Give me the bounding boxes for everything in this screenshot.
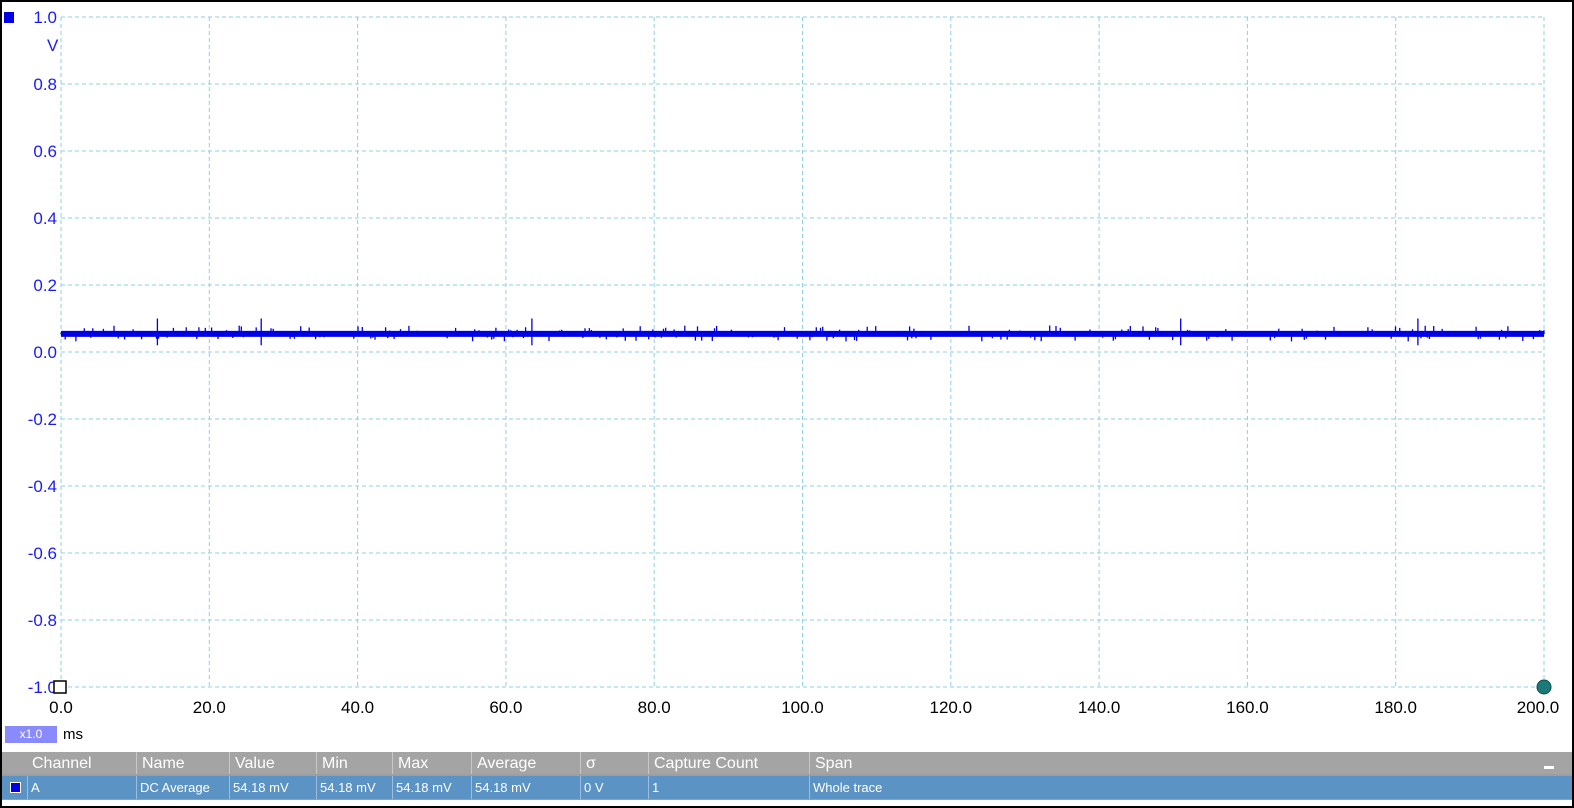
x-tick-label: 140.0: [1078, 698, 1121, 717]
channel-a-trace: [60, 318, 1545, 346]
cell-sigma: 0 V: [580, 776, 648, 799]
col-min[interactable]: Min: [316, 752, 394, 774]
x-tick-label: 20.0: [193, 698, 226, 717]
x-tick-label: 160.0: [1226, 698, 1269, 717]
measurements-table: Channel Name Value Min Max Average σ Cap…: [2, 752, 1572, 800]
minimize-icon[interactable]: [1544, 766, 1554, 769]
y-tick-label: 1.0: [33, 8, 57, 27]
trigger-origin-marker[interactable]: [53, 680, 67, 694]
x-tick-label: 180.0: [1374, 698, 1417, 717]
time-ruler-handle[interactable]: [1536, 679, 1552, 695]
x-tick-label: 0.0: [49, 698, 73, 717]
col-max[interactable]: Max: [392, 752, 472, 774]
channel-color-swatch: [10, 782, 21, 793]
x-tick-label: 40.0: [341, 698, 374, 717]
cell-name: DC Average: [136, 776, 228, 799]
y-tick-label: -0.8: [28, 611, 57, 630]
y-axis-unit: V: [47, 36, 59, 55]
x-tick-label: 100.0: [781, 698, 824, 717]
x-tick-label: 120.0: [930, 698, 973, 717]
col-capture-count[interactable]: Capture Count: [648, 752, 810, 774]
cell-min: 54.18 mV: [316, 776, 392, 799]
trace-noise: [60, 318, 1545, 346]
scope-plot[interactable]: 1.0 0.8 0.6 0.4 0.2 0.0 -0.2 -0.4 -0.6 -0.8 -1.0 V…: [0, 0, 1574, 760]
x-tick-label: 200.0: [1517, 698, 1560, 717]
col-name[interactable]: Name: [136, 752, 230, 774]
x-axis-unit: ms: [63, 726, 83, 743]
y-tick-label: 0.0: [33, 343, 57, 362]
cell-max: 54.18 mV: [392, 776, 470, 799]
y-tick-label: 0.6: [33, 142, 57, 161]
cell-capture-count: 1: [648, 776, 808, 799]
grid: [60, 16, 1545, 688]
y-tick-label: 0.8: [33, 75, 57, 94]
col-sigma[interactable]: σ: [580, 752, 650, 774]
x-tick-label: 60.0: [489, 698, 522, 717]
y-tick-label: -1.0: [28, 678, 57, 697]
col-average[interactable]: Average: [471, 752, 581, 774]
trace-band: [61, 330, 1544, 337]
table-row[interactable]: A DC Average 54.18 mV 54.18 mV 54.18 mV …: [2, 776, 1572, 799]
col-channel[interactable]: Channel: [32, 755, 92, 772]
y-tick-label: -0.4: [28, 477, 57, 496]
cell-value: 54.18 mV: [229, 776, 315, 799]
cell-span: Whole trace: [809, 776, 1513, 799]
cell-average: 54.18 mV: [471, 776, 579, 799]
y-axis-ticks: 1.0 0.8 0.6 0.4 0.2 0.0 -0.2 -0.4 -0.6 -0.8 -1.0: [28, 8, 57, 697]
col-value[interactable]: Value: [229, 752, 317, 774]
cell-channel: A: [27, 776, 135, 799]
channel-a-axis-marker[interactable]: [4, 12, 14, 23]
zoom-badge[interactable]: x1.0: [5, 726, 57, 743]
x-axis-ticks: 0.0 20.0 40.0 60.0 80.0 100.0 120.0 140.0 160.0 1…: [49, 698, 1559, 717]
y-tick-label: 0.4: [33, 209, 57, 228]
x-tick-label: 80.0: [638, 698, 671, 717]
y-tick-label: -0.2: [28, 410, 57, 429]
measurements-header: Channel Name Value Min Max Average σ Cap…: [2, 752, 1572, 774]
y-tick-label: 0.2: [33, 276, 57, 295]
col-span[interactable]: Span: [809, 752, 1515, 774]
y-tick-label: -0.6: [28, 544, 57, 563]
